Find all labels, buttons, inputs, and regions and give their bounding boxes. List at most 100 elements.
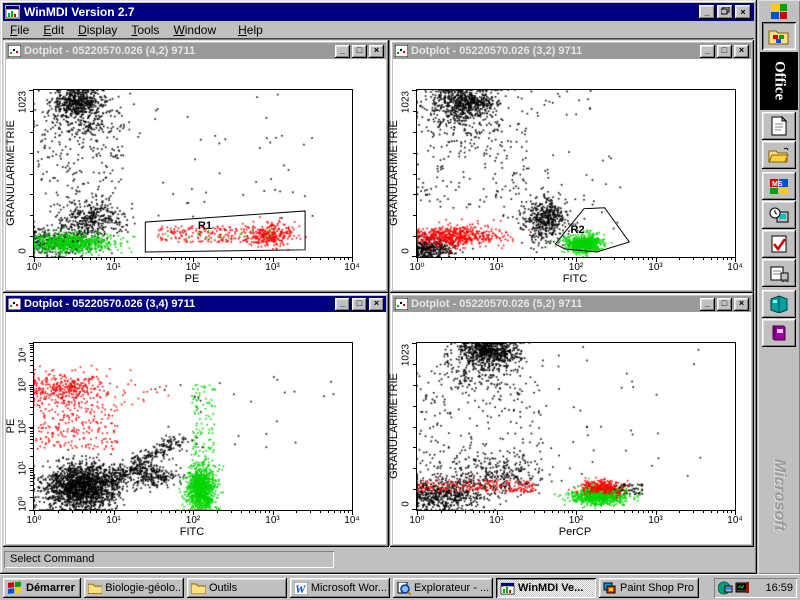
axis-tick — [30, 455, 33, 457]
gate-label: R1 — [197, 219, 212, 232]
axis-tick — [623, 258, 625, 260]
axis-tick — [30, 435, 33, 437]
task-word[interactable]: W Microsoft Wor... — [290, 578, 390, 598]
axis-tick — [30, 215, 33, 216]
new-appointment-button[interactable] — [762, 201, 796, 229]
axis-tick — [34, 258, 35, 262]
child-minimize-button[interactable]: _ — [700, 297, 715, 311]
child-minimize-button[interactable]: _ — [335, 297, 350, 311]
child-title-bar[interactable]: Dotplot - 05220570.026 (3,4) 9711 _ □ × — [6, 296, 386, 312]
child-close-button[interactable]: × — [369, 297, 384, 311]
start-button[interactable]: Démarrer — [3, 578, 81, 598]
axis-tick — [488, 258, 490, 260]
bookshelf-book-button[interactable] — [762, 319, 796, 347]
axis-tick — [268, 258, 270, 260]
plot-body: 10⁰ 10¹ 10² 10³ 10⁴ 10⁰ 10¹ 10² 10³ 10⁴ FITC PE — [5, 312, 386, 544]
mdi-client: Dotplot - 05220570.026 (4,2) 9711 _ □ × … — [3, 38, 754, 547]
task-outils[interactable]: Outils — [187, 578, 287, 598]
menu-tools[interactable]: Tools — [131, 22, 160, 37]
close-button[interactable]: × — [735, 5, 751, 19]
axis-tick — [95, 511, 97, 513]
x-tick-label: 10⁴ — [344, 262, 360, 273]
task-winmdi[interactable]: WinMDI Ve... — [496, 578, 596, 598]
axis-tick — [731, 511, 733, 513]
child-maximize-button[interactable]: □ — [717, 297, 732, 311]
microsoft-vertical-text: Microsoft — [771, 459, 788, 531]
axis-tick — [417, 258, 418, 262]
clock[interactable]: 16:59 — [765, 582, 793, 594]
axis-tick — [30, 477, 33, 479]
y-axis-label: GRANULARIMETRIE — [5, 119, 17, 226]
child-close-button[interactable]: × — [734, 44, 749, 58]
axis-tick — [352, 511, 353, 515]
x-axis-label: PerCP — [558, 526, 592, 538]
open-office-document-button[interactable] — [762, 22, 796, 50]
task-biologie[interactable]: Biologie-géolo... — [84, 578, 184, 598]
main-title-bar[interactable]: WinMDI Version 2.7 _ × — [3, 3, 754, 21]
axis-tick — [29, 510, 33, 511]
axis-tick — [413, 406, 416, 407]
dotplot-pe-granularimetrie: 10⁰ 10¹ 10² 10³ 10⁴ 0 1023 PE GRANULARIMETRIE R1 — [5, 59, 386, 290]
new-task-button[interactable] — [762, 230, 796, 258]
axis-tick — [563, 258, 565, 260]
menu-help[interactable]: Help — [238, 22, 263, 37]
menu-file[interactable]: File — [10, 22, 30, 37]
child-minimize-button[interactable]: _ — [335, 44, 350, 58]
axis-tick — [30, 153, 33, 154]
axis-tick — [185, 511, 187, 513]
child-close-button[interactable]: × — [369, 44, 384, 58]
axis-tick — [631, 511, 633, 513]
minimize-button[interactable]: _ — [699, 5, 715, 19]
axis-tick — [492, 511, 494, 513]
y-tick-label: 0 — [400, 248, 412, 254]
child-title-bar[interactable]: Dotplot - 05220570.026 (4,2) 9711 _ □ × — [6, 43, 386, 59]
new-journal-button[interactable] — [762, 259, 796, 287]
getting-results-book-button[interactable] — [762, 290, 796, 318]
scatter-canvas — [34, 90, 352, 257]
axis-tick — [711, 511, 713, 513]
axis-tick — [413, 111, 416, 112]
axis-tick — [71, 258, 73, 260]
tray-monitor-icon[interactable] — [735, 581, 750, 595]
child-close-button[interactable]: × — [734, 297, 749, 311]
x-axis-label: FITC — [562, 273, 588, 285]
task-paintshop[interactable]: Paint Shop Pro — [599, 578, 699, 598]
axis-tick — [137, 511, 139, 513]
x-tick-label: 10⁴ — [727, 262, 743, 273]
axis-tick — [81, 258, 83, 260]
menu-display[interactable]: Display — [78, 22, 118, 37]
menu-window[interactable]: Window — [173, 22, 217, 37]
child-title-bar[interactable]: Dotplot - 05220570.026 (3,2) 9711 _ □ × — [393, 43, 751, 59]
office-logo-icon[interactable] — [762, 2, 796, 22]
axis-tick — [679, 258, 681, 260]
axis-tick — [113, 511, 115, 515]
axis-tick — [576, 258, 577, 262]
axis-tick — [30, 394, 33, 395]
axis-tick — [30, 236, 33, 237]
axis-tick — [320, 258, 322, 260]
new-message-button[interactable]: MS — [762, 172, 796, 200]
axis-tick — [264, 511, 266, 513]
axis-tick — [81, 511, 83, 513]
child-maximize-button[interactable]: □ — [352, 44, 367, 58]
menu-edit[interactable]: Edit — [43, 22, 65, 37]
axis-tick — [643, 258, 645, 260]
open-folder-button[interactable] — [762, 141, 796, 169]
axis-tick — [240, 511, 242, 513]
plot-body: 10⁰ 10¹ 10² 10³ 10⁴ 0 1023 FITC GRANULARIMETRIE R… — [388, 59, 751, 290]
axis-tick — [413, 447, 416, 448]
child-maximize-button[interactable]: □ — [352, 297, 367, 311]
axis-tick — [496, 511, 498, 515]
child-minimize-button[interactable]: _ — [700, 44, 715, 58]
axis-tick — [230, 511, 232, 513]
axis-tick — [344, 511, 346, 513]
axis-tick — [30, 406, 33, 408]
task-explorer[interactable]: Explorateur - ... — [393, 578, 493, 598]
new-document-button[interactable] — [762, 112, 796, 140]
child-title-bar[interactable]: Dotplot - 05220570.026 (5,2) 9711 _ □ × — [393, 296, 751, 312]
axis-tick — [413, 385, 416, 386]
child-maximize-button[interactable]: □ — [717, 44, 732, 58]
tray-display-icon[interactable] — [718, 581, 733, 595]
y-tick-label: 10⁰ — [17, 496, 29, 512]
restore-button[interactable] — [717, 5, 733, 19]
